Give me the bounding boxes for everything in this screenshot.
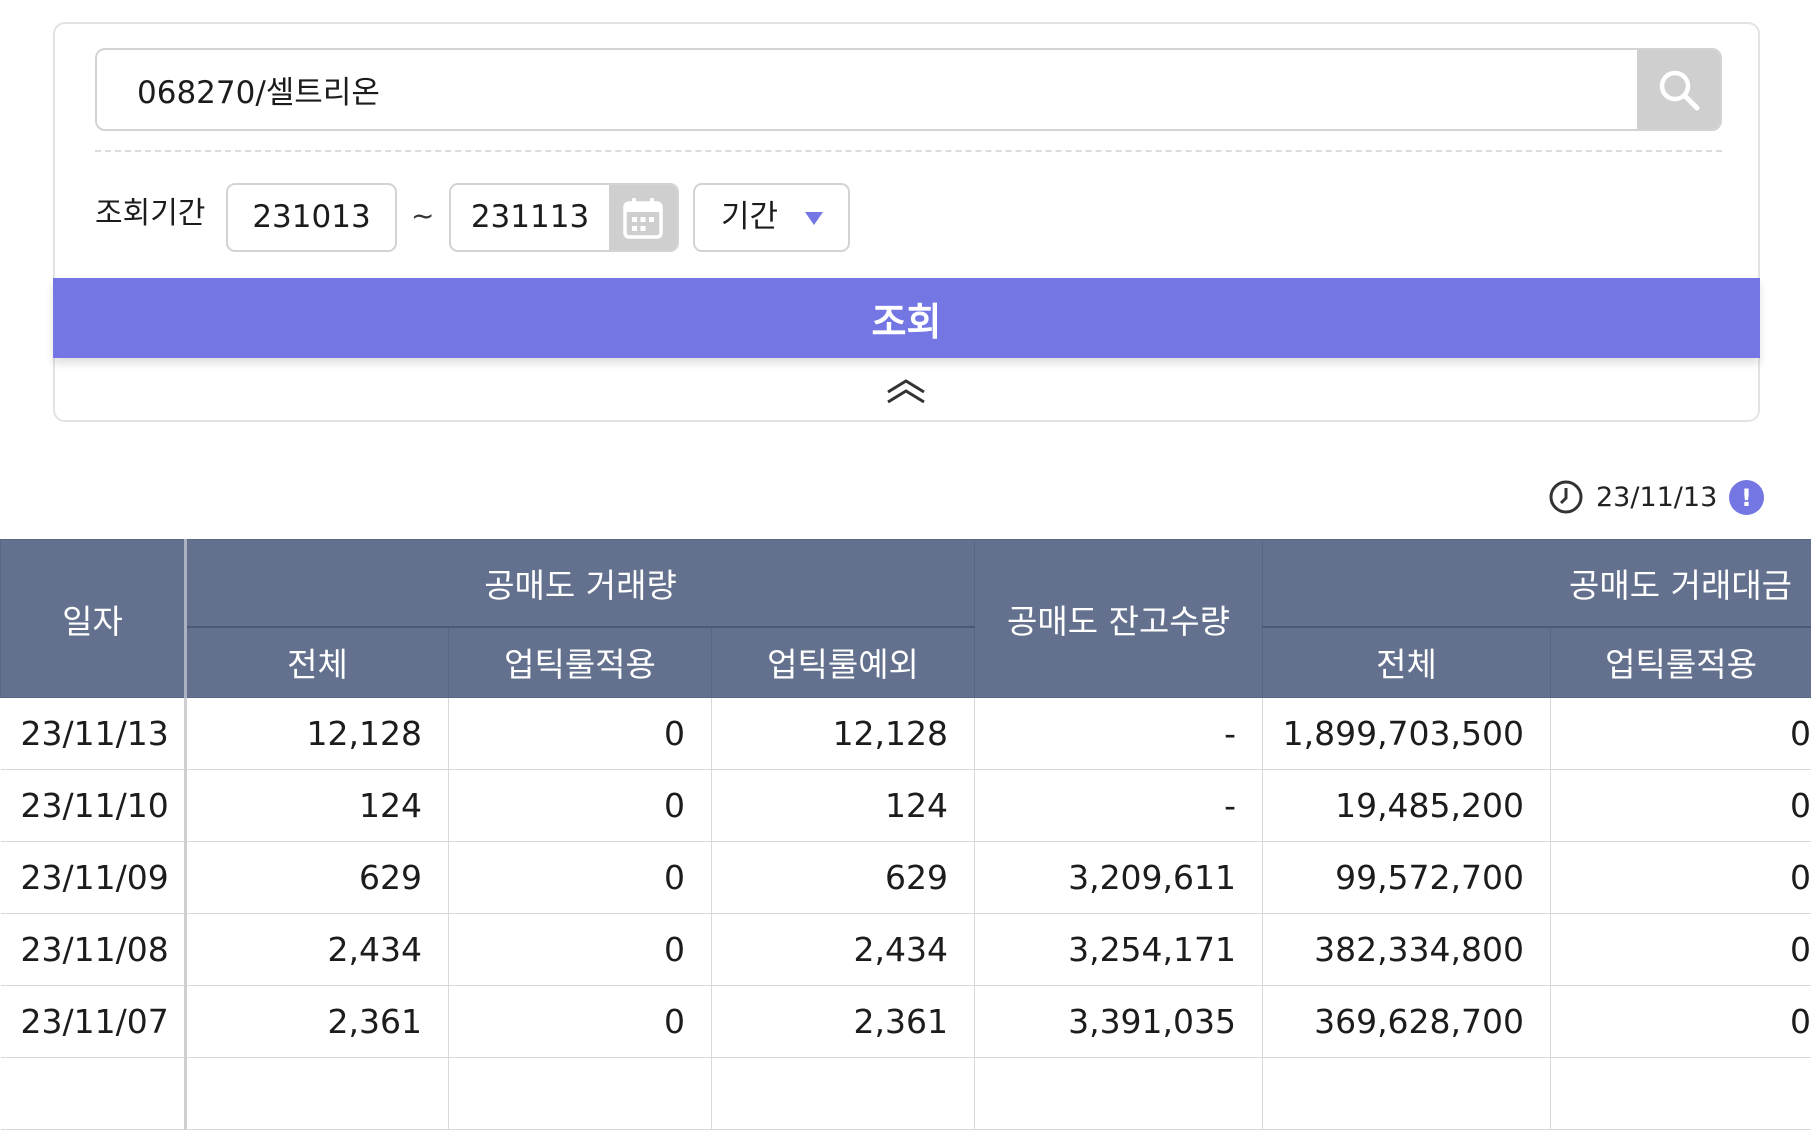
header-volume-group: 공매도 거래량 bbox=[186, 540, 975, 627]
header-amount-uptick: 업틱룰적용 bbox=[1551, 627, 1811, 698]
search-panel: 조회기간 231013 ~ 231113 기간 조회 bbox=[53, 22, 1760, 422]
cell-vol-total: 629 bbox=[186, 842, 449, 914]
cell-vol-total: 124 bbox=[186, 770, 449, 842]
table-row bbox=[1, 1058, 1811, 1130]
search-button[interactable] bbox=[1637, 50, 1720, 129]
double-chevron-up-icon bbox=[885, 377, 927, 405]
cell-vol-total bbox=[186, 1058, 449, 1130]
cell-amt-total: 1,899,703,500 bbox=[1263, 698, 1551, 770]
cell-amt-total: 369,628,700 bbox=[1263, 986, 1551, 1058]
cell-amt-total: 382,334,800 bbox=[1263, 914, 1551, 986]
cell-amt-uptick: 0 bbox=[1551, 698, 1811, 770]
cell-vol-uptick: 0 bbox=[449, 770, 712, 842]
cell-amt-total: 19,485,200 bbox=[1263, 770, 1551, 842]
cell-vol-uptick: 0 bbox=[449, 986, 712, 1058]
cell-balance bbox=[975, 1058, 1263, 1130]
collapse-button[interactable] bbox=[883, 376, 929, 406]
cell-balance: 3,254,171 bbox=[975, 914, 1263, 986]
cell-balance: 3,391,035 bbox=[975, 986, 1263, 1058]
cell-vol-exempt: 629 bbox=[712, 842, 975, 914]
info-icon[interactable]: ! bbox=[1729, 480, 1764, 515]
timestamp-text: 23/11/13 bbox=[1596, 482, 1717, 513]
calendar-icon bbox=[623, 197, 663, 239]
cell-amt-uptick: 0 bbox=[1551, 986, 1811, 1058]
header-volume-total: 전체 bbox=[186, 627, 449, 698]
cell-date: 23/11/07 bbox=[1, 986, 186, 1058]
cell-amt-total: 99,572,700 bbox=[1263, 842, 1551, 914]
query-button[interactable]: 조회 bbox=[53, 278, 1760, 358]
cell-balance: - bbox=[975, 698, 1263, 770]
header-balance: 공매도 잔고수량 bbox=[975, 540, 1263, 698]
stock-search-input[interactable] bbox=[97, 50, 1632, 129]
cell-amt-total bbox=[1263, 1058, 1551, 1130]
cell-vol-total: 2,361 bbox=[186, 986, 449, 1058]
cell-vol-exempt: 2,434 bbox=[712, 914, 975, 986]
period-select[interactable]: 기간 bbox=[693, 183, 850, 252]
calendar-button[interactable] bbox=[609, 185, 677, 250]
cell-vol-uptick: 0 bbox=[449, 914, 712, 986]
cell-vol-exempt: 12,128 bbox=[712, 698, 975, 770]
end-date-field[interactable]: 231113 bbox=[449, 183, 679, 252]
cell-vol-exempt bbox=[712, 1058, 975, 1130]
cell-vol-exempt: 2,361 bbox=[712, 986, 975, 1058]
cell-balance: 3,209,611 bbox=[975, 842, 1263, 914]
start-date-field[interactable]: 231013 bbox=[226, 183, 397, 252]
cell-amt-uptick: 0 bbox=[1551, 914, 1811, 986]
cell-date: 23/11/13 bbox=[1, 698, 186, 770]
header-date: 일자 bbox=[1, 540, 186, 698]
chevron-down-icon bbox=[805, 212, 823, 225]
header-volume-uptick: 업틱룰적용 bbox=[449, 627, 712, 698]
clock-icon bbox=[1548, 479, 1584, 515]
start-date-value: 231013 bbox=[228, 185, 395, 250]
cell-vol-uptick: 0 bbox=[449, 842, 712, 914]
cell-amt-uptick: 0 bbox=[1551, 770, 1811, 842]
cell-vol-total: 12,128 bbox=[186, 698, 449, 770]
cell-amt-uptick bbox=[1551, 1058, 1811, 1130]
period-select-value: 기간 bbox=[721, 185, 778, 250]
period-label: 조회기간 bbox=[95, 194, 205, 234]
date-separator: ~ bbox=[411, 196, 434, 236]
divider bbox=[95, 150, 1722, 152]
cell-date bbox=[1, 1058, 186, 1130]
header-volume-exempt: 업틱룰예외 bbox=[712, 627, 975, 698]
search-icon bbox=[1657, 68, 1701, 112]
cell-vol-total: 2,434 bbox=[186, 914, 449, 986]
cell-date: 23/11/10 bbox=[1, 770, 186, 842]
cell-vol-exempt: 124 bbox=[712, 770, 975, 842]
end-date-value: 231113 bbox=[451, 185, 609, 250]
cell-vol-uptick: 0 bbox=[449, 698, 712, 770]
cell-amt-uptick: 0 bbox=[1551, 842, 1811, 914]
header-amount-group: 공매도 거래대금 bbox=[1263, 540, 1811, 627]
cell-date: 23/11/08 bbox=[1, 914, 186, 986]
short-selling-table: 일자 공매도 거래량 공매도 잔고수량 공매도 거래대금 전체 업틱룰적용 업틱… bbox=[0, 539, 1811, 1130]
timestamp: 23/11/13 bbox=[1548, 474, 1717, 520]
stock-search-box bbox=[95, 48, 1722, 131]
cell-vol-uptick bbox=[449, 1058, 712, 1130]
cell-balance: - bbox=[975, 770, 1263, 842]
header-amount-total: 전체 bbox=[1263, 627, 1551, 698]
cell-date: 23/11/09 bbox=[1, 842, 186, 914]
